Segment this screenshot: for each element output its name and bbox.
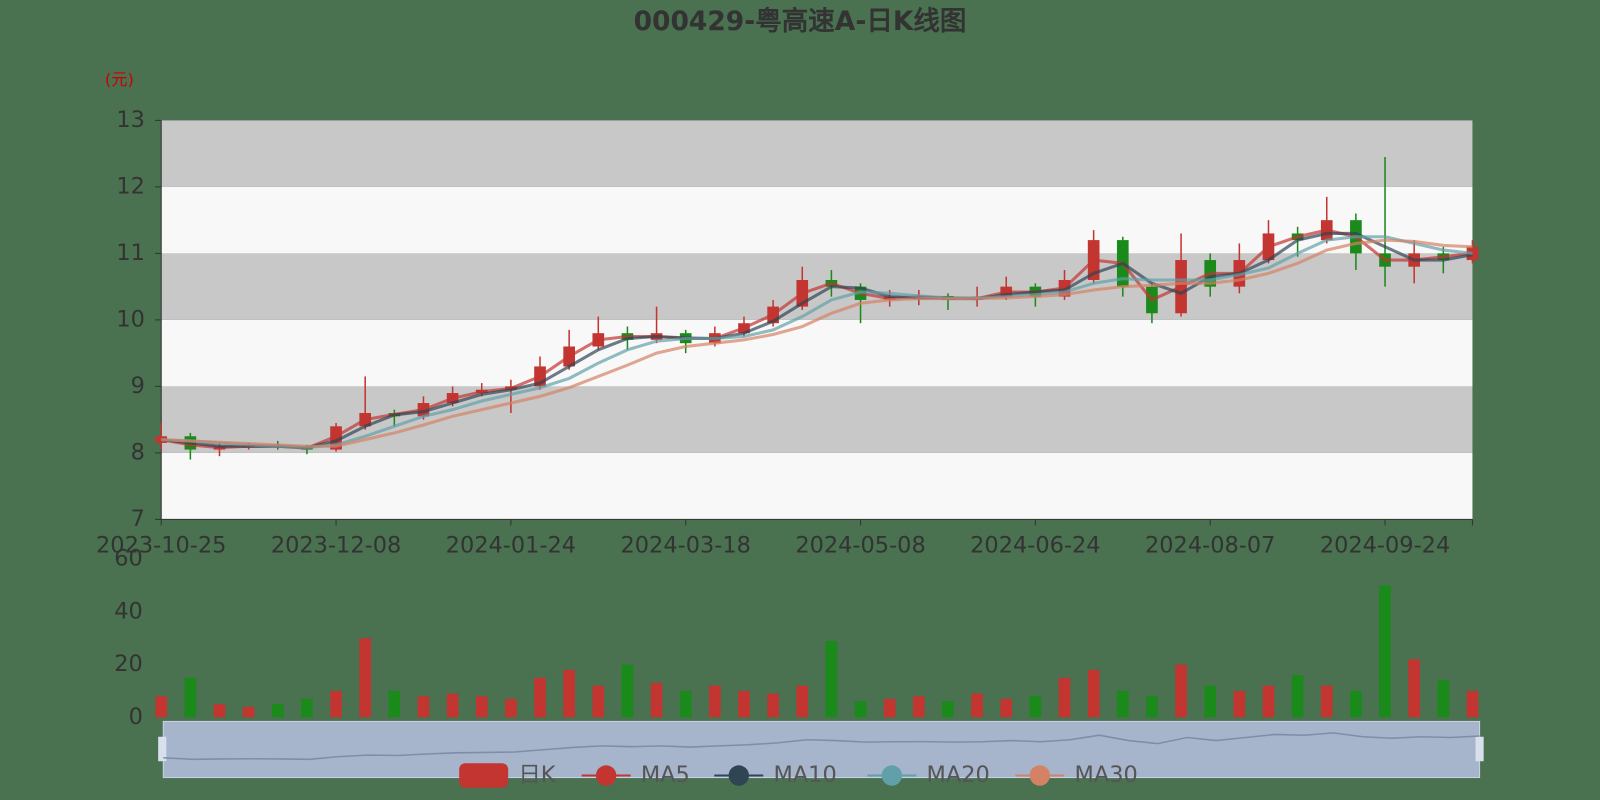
zoom-preview bbox=[163, 732, 1480, 761]
y2-tick-label: 20 bbox=[114, 651, 143, 677]
ma-line bbox=[161, 238, 1473, 448]
ma-line bbox=[160, 228, 1473, 450]
x-tick-label: 2023-10-25 bbox=[96, 532, 226, 558]
volume-bar bbox=[563, 669, 575, 718]
y-tick-label: 9 bbox=[131, 373, 145, 399]
volume-bar bbox=[1058, 677, 1071, 718]
volume-bar bbox=[1204, 685, 1217, 718]
volume-bar bbox=[1262, 685, 1275, 718]
volume-bar bbox=[1350, 690, 1362, 718]
volume-bar bbox=[883, 698, 896, 718]
volume-bar bbox=[184, 677, 197, 718]
x-tick-label: 2024-01-24 bbox=[446, 532, 576, 558]
volume-bar bbox=[1379, 585, 1391, 718]
x-tick-label: 2024-03-18 bbox=[621, 532, 751, 558]
volume-bar bbox=[1087, 669, 1100, 718]
volume-bar bbox=[359, 638, 372, 718]
volume-bar bbox=[1466, 690, 1479, 718]
split-area bbox=[161, 452, 1473, 520]
volume-bar bbox=[1000, 698, 1013, 718]
volume-bar bbox=[475, 696, 488, 718]
volume-bar bbox=[1437, 680, 1450, 718]
volume-bar bbox=[271, 704, 284, 718]
volume-bar bbox=[709, 685, 721, 718]
volume-bar bbox=[1233, 690, 1246, 718]
volume-bar bbox=[1146, 696, 1158, 718]
volume-bar bbox=[1029, 696, 1042, 718]
split-area bbox=[161, 120, 1473, 187]
legend-icon bbox=[728, 765, 749, 786]
legend-icon bbox=[459, 763, 509, 788]
chart-title: 000429-粤高速A-日K线图 bbox=[634, 6, 967, 37]
volume-bar bbox=[330, 690, 342, 718]
y2-tick-label: 60 bbox=[114, 546, 143, 572]
volume-bar bbox=[1116, 690, 1129, 718]
volume-bar bbox=[505, 698, 517, 718]
volume-bar bbox=[301, 698, 313, 718]
y-tick-label: 11 bbox=[116, 240, 145, 266]
y2-tick-label: 40 bbox=[114, 598, 143, 624]
legend-label: MA30 bbox=[1074, 762, 1137, 788]
legend-icon bbox=[595, 765, 617, 786]
legend-label: MA10 bbox=[773, 762, 836, 788]
x-tick-label: 2024-09-24 bbox=[1320, 532, 1450, 558]
volume-bar bbox=[971, 693, 983, 718]
candle-body bbox=[330, 426, 342, 450]
volume-bar bbox=[1291, 675, 1304, 718]
volume-bar bbox=[592, 685, 605, 718]
x-tick-label: 2023-12-08 bbox=[271, 532, 401, 558]
volume-bar bbox=[534, 677, 546, 718]
volume-bar bbox=[650, 683, 663, 718]
volume-bar bbox=[1175, 664, 1187, 718]
zoom-track[interactable] bbox=[162, 720, 1481, 779]
split-area bbox=[161, 319, 1473, 387]
ma-line bbox=[161, 235, 1473, 450]
volume-bar bbox=[1320, 685, 1333, 718]
y-tick-label: 12 bbox=[116, 173, 145, 199]
y-tick-label: 13 bbox=[116, 107, 145, 133]
split-area bbox=[161, 386, 1473, 453]
volume-bar bbox=[912, 696, 925, 718]
volume-bar bbox=[155, 696, 168, 718]
volume-bar bbox=[417, 696, 430, 718]
zoom-handle[interactable] bbox=[158, 736, 167, 762]
y2-tick-label: 0 bbox=[129, 704, 143, 730]
volume-bar bbox=[767, 693, 779, 718]
volume-bar bbox=[621, 664, 634, 718]
volume-bar bbox=[1408, 659, 1420, 718]
legend-label: MA5 bbox=[641, 762, 690, 788]
volume-bar bbox=[796, 685, 809, 718]
volume-bar bbox=[942, 701, 954, 718]
legend-icon bbox=[1029, 765, 1050, 786]
legend-label: 日K bbox=[518, 762, 556, 788]
volume-bar bbox=[854, 701, 867, 718]
legend-label: MA20 bbox=[927, 762, 990, 788]
split-area bbox=[161, 186, 1473, 254]
zoom-handle[interactable] bbox=[1475, 736, 1484, 762]
x-tick-label: 2024-06-24 bbox=[970, 532, 1100, 558]
volume-bar bbox=[738, 690, 750, 718]
volume-bar bbox=[388, 690, 401, 718]
y-tick-label: 10 bbox=[116, 306, 145, 332]
volume-bar bbox=[213, 704, 226, 718]
legend-icon bbox=[881, 765, 903, 786]
volume-bar bbox=[825, 640, 838, 718]
x-tick-label: 2024-08-07 bbox=[1145, 532, 1275, 558]
y-tick-label: 7 bbox=[131, 506, 145, 532]
y-axis-unit: (元) bbox=[105, 70, 134, 89]
data-zoom[interactable] bbox=[158, 720, 1484, 779]
y-tick-label: 8 bbox=[131, 439, 145, 465]
x-tick-label: 2024-05-08 bbox=[795, 532, 925, 558]
volume-bar bbox=[242, 706, 255, 718]
volume-bar bbox=[446, 693, 459, 718]
volume-bar bbox=[679, 690, 692, 718]
ma-line bbox=[161, 231, 1473, 450]
